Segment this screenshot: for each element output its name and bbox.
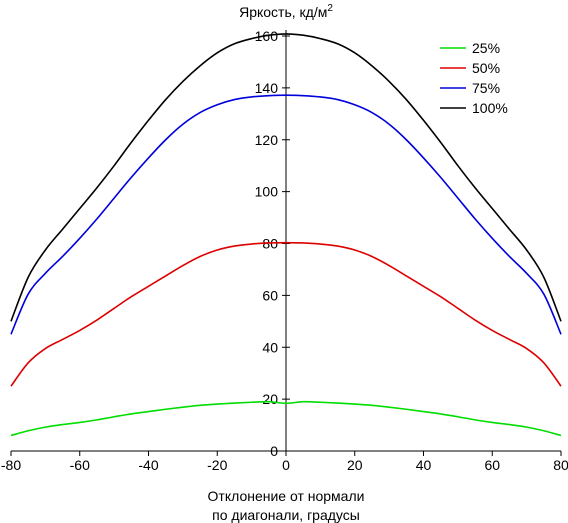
series-line-2 — [10, 241, 562, 387]
series-line-4 — [10, 33, 562, 322]
x-tick-label: 20 — [347, 457, 363, 473]
legend-label-3: 75% — [472, 80, 500, 96]
y-tick-label: 140 — [255, 80, 279, 96]
plot-area: -80 -60 -40 -20 0 20 40 60 800204060801001201401… — [1, 28, 568, 473]
legend: 25% 50% 75% 100% — [440, 40, 508, 116]
y-tick-label: 120 — [255, 132, 279, 148]
x-tick-label: -40 — [138, 457, 158, 473]
x-tick-label: 60 — [484, 457, 500, 473]
x-axis-title-line1: Отклонение от нормали — [208, 488, 365, 504]
x-tick-label: -20 — [207, 457, 227, 473]
series-line-1 — [10, 400, 562, 437]
series-line-3 — [10, 94, 562, 335]
legend-label-4: 100% — [472, 100, 508, 116]
legend-label-2: 50% — [472, 60, 500, 76]
y-tick-label: 60 — [262, 287, 278, 303]
x-axis-title-line2: по диагонали, градусы — [212, 507, 360, 523]
x-tick-label: 80 — [553, 457, 568, 473]
x-tick-label: -60 — [70, 457, 90, 473]
y-tick-label: 0 — [270, 443, 278, 459]
y-tick-label: 100 — [255, 184, 279, 200]
y-tick-label: 40 — [262, 339, 278, 355]
y-tick-label: 20 — [262, 391, 278, 407]
x-tick-label: -80 — [1, 457, 21, 473]
chart-title: Яркость, кд/м2 — [239, 3, 333, 20]
x-tick-label: 40 — [416, 457, 432, 473]
legend-label-1: 25% — [472, 40, 500, 56]
x-tick-label: 0 — [282, 457, 290, 473]
